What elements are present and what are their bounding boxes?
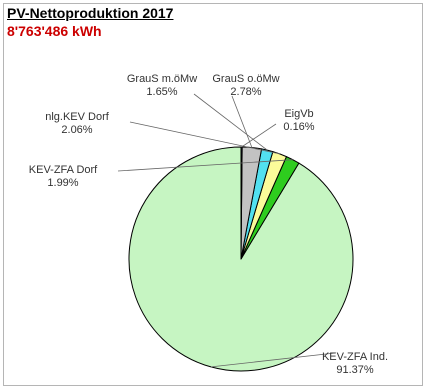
slice-value-6: 0.16% [283, 121, 314, 133]
chart-subtitle: 8'763'486 kWh [7, 23, 102, 39]
pie-slices [128, 146, 354, 372]
slice-label-3: nlg.KEV Dorf [45, 111, 110, 123]
slice-label-5: GrauS o.öMw [212, 73, 279, 85]
chart-title: PV-Nettoproduktion 2017 [7, 5, 174, 21]
leader-line-1 [210, 352, 336, 368]
leader-line-4 [193, 93, 268, 151]
slice-value-2: 1.99% [47, 177, 78, 189]
leader-line-3 [129, 121, 280, 155]
slice-label-6: EigVb [284, 108, 313, 120]
leader-line-2 [117, 159, 293, 172]
slice-label-1: KEV-ZFA Ind. [322, 351, 388, 363]
leader-line-6 [241, 123, 277, 148]
slice-value-3: 2.06% [61, 124, 92, 136]
slice-value-5: 2.78% [230, 86, 261, 98]
slice-value-1: 91.37% [336, 364, 374, 376]
slice-value-4: 1.65% [146, 86, 177, 98]
leader-line-5 [231, 95, 253, 148]
slice-label-2: KEV-ZFA Dorf [29, 164, 98, 176]
slice-label-4: GrauS m.öMw [127, 73, 197, 85]
